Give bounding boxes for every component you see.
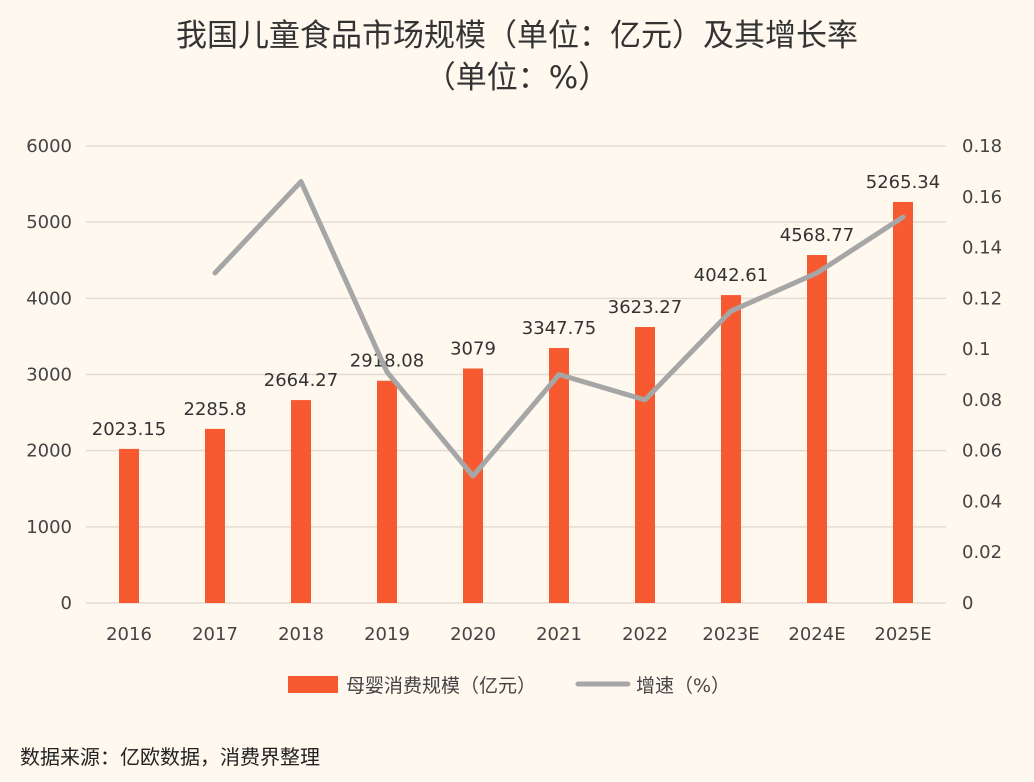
x-tick-label: 2020 <box>450 624 496 645</box>
y-left-tick-label: 6000 <box>26 136 72 157</box>
y-right-tick-label: 0.1 <box>962 339 991 360</box>
legend-bar-swatch <box>288 676 338 693</box>
bar <box>205 428 225 603</box>
bar-data-label: 5265.34 <box>866 172 940 193</box>
bar <box>291 400 311 603</box>
bar <box>807 255 827 603</box>
y-right-tick-label: 0.04 <box>962 491 1002 512</box>
y-right-tick-label: 0.02 <box>962 542 1002 563</box>
bar <box>119 448 139 603</box>
source-note: 数据来源：亿欧数据，消费界整理 <box>20 745 320 769</box>
y-left-tick-label: 5000 <box>26 212 72 233</box>
y-right-tick-label: 0.06 <box>962 441 1002 462</box>
x-tick-label: 2017 <box>192 624 238 645</box>
bar <box>549 348 569 603</box>
x-tick-label: 2024E <box>788 624 845 645</box>
x-tick-label: 2019 <box>364 624 410 645</box>
y-right-tick-label: 0.08 <box>962 390 1002 411</box>
y-right-tick-label: 0.16 <box>962 187 1002 208</box>
x-tick-label: 2023E <box>702 624 759 645</box>
y-left-tick-label: 4000 <box>26 288 72 309</box>
bar-data-label: 2285.8 <box>184 399 247 420</box>
bar-data-label: 3347.75 <box>522 318 596 339</box>
x-tick-label: 2021 <box>536 624 582 645</box>
bar-data-label: 4568.77 <box>780 225 854 246</box>
y-left-tick-label: 1000 <box>26 517 72 538</box>
y-right-tick-label: 0.18 <box>962 136 1002 157</box>
bar-data-label: 4042.61 <box>694 265 768 286</box>
y-left-tick-label: 0 <box>61 593 72 614</box>
bar <box>635 327 655 603</box>
bar-data-label: 2664.27 <box>264 370 338 391</box>
bar-data-label: 2023.15 <box>92 419 166 440</box>
y-right-tick-label: 0.12 <box>962 288 1002 309</box>
bar-data-label: 3079 <box>450 338 496 359</box>
x-tick-label: 2025E <box>874 624 931 645</box>
y-left-tick-label: 3000 <box>26 365 72 386</box>
chart-title: 我国儿童食品市场规模（单位：亿元）及其增长率 <box>176 18 858 54</box>
legend-bar-label: 母婴消费规模（亿元） <box>346 675 536 697</box>
bar <box>893 201 913 603</box>
x-tick-label: 2022 <box>622 624 668 645</box>
y-right-tick-label: 0.14 <box>962 238 1002 259</box>
bar-data-label: 3623.27 <box>608 297 682 318</box>
x-tick-label: 2016 <box>106 624 152 645</box>
bar <box>377 380 397 603</box>
chart-title-unit: （单位：%） <box>424 60 610 96</box>
x-tick-label: 2018 <box>278 624 324 645</box>
bar <box>721 295 741 603</box>
bar <box>463 368 483 603</box>
y-right-tick-label: 0 <box>962 593 973 614</box>
legend-line-label: 增速（%） <box>636 675 730 697</box>
y-left-tick-label: 2000 <box>26 441 72 462</box>
bar-data-label: 2918.08 <box>350 351 424 372</box>
growth-line <box>212 179 906 479</box>
